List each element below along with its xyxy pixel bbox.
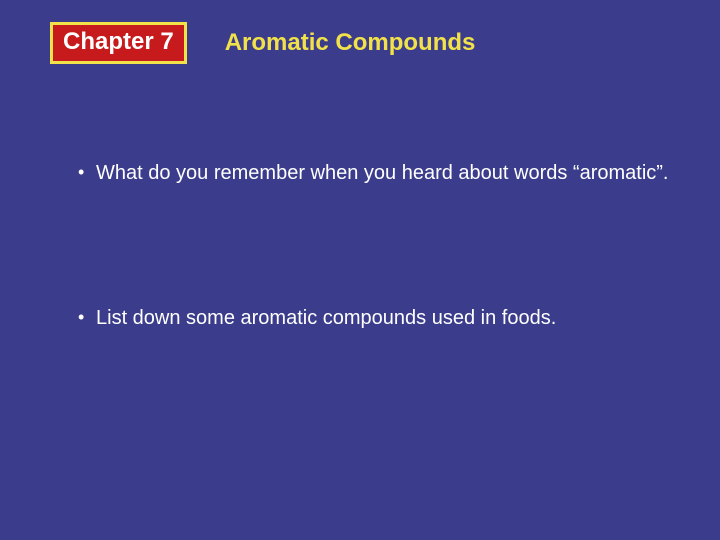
slide: Chapter 7 Aromatic Compounds What do you…: [0, 0, 720, 540]
content-area: What do you remember when you heard abou…: [50, 160, 670, 332]
spacer: [78, 187, 670, 305]
chapter-badge: Chapter 7: [50, 22, 187, 64]
bullet-item: What do you remember when you heard abou…: [78, 160, 670, 187]
bullet-item: List down some aromatic compounds used i…: [78, 305, 670, 332]
header-row: Chapter 7 Aromatic Compounds: [50, 22, 670, 64]
slide-title: Aromatic Compounds: [225, 29, 476, 57]
